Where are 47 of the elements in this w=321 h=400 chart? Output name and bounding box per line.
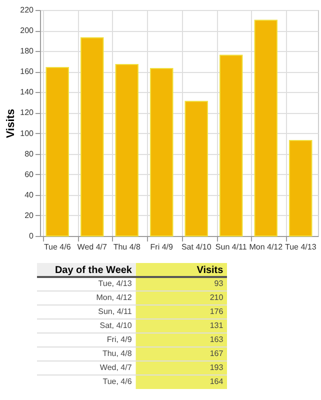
data-label: 164 [210,377,224,386]
text: Day of the Week [54,265,132,276]
bar [80,37,104,236]
data-label: 163 [210,335,224,344]
category-label: Tue, 4/6 [102,377,132,386]
y-tick-label: 80 [24,149,34,158]
category-label: Mon, 4/12 [96,293,132,302]
y-tick-label: 100 [20,128,34,138]
x-tick-label: Mon 4/12 [249,242,284,252]
bar [254,20,278,236]
data-label: 131 [210,321,224,330]
bar [115,64,138,236]
category-label: Tue, 4/13 [98,279,132,288]
data-label: 193 [210,363,224,372]
x-tick-label: Sat 4/10 [181,242,212,252]
y-tick-label: 140 [20,88,34,97]
bar [289,140,312,236]
data-label: 167 [210,349,224,358]
y-tick-label: 20 [24,210,34,220]
y-tick-label: 40 [24,190,34,200]
data-label: 176 [210,307,224,316]
x-tick-label: Wed 4/7 [77,242,108,252]
bar [150,68,174,236]
bar [46,67,69,236]
y-tick-label: 200 [20,26,34,36]
x-tick-label: Sun 4/11 [215,242,248,252]
text: Visits [196,265,224,276]
category-label: Sun, 4/11 [98,307,132,316]
y-tick-label: 60 [24,170,34,179]
bar [184,100,208,236]
y-tick-label: 180 [20,46,34,56]
y-tick-label: 120 [20,108,34,118]
y-tick-label: 160 [20,67,34,76]
y-tick-label: 0 [29,232,34,240]
category-label: Thu, 4/8 [102,349,132,358]
data-label: 93 [214,279,224,288]
bar [220,54,243,236]
data-label: 210 [210,293,224,302]
category-label: Fri, 4/9 [106,335,132,344]
x-tick-label: Fri 4/9 [150,242,174,252]
x-tick-label: Tue 4/13 [284,242,317,252]
x-tick-label: Thu 4/8 [113,242,141,252]
y-axis-title: Visits [5,108,18,138]
x-tick-label: Tue 4/6 [44,242,72,252]
y-tick-label: 220 [20,6,34,14]
category-label: Wed, 4/7 [100,363,132,372]
category-label: Sat, 4/10 [100,321,132,330]
